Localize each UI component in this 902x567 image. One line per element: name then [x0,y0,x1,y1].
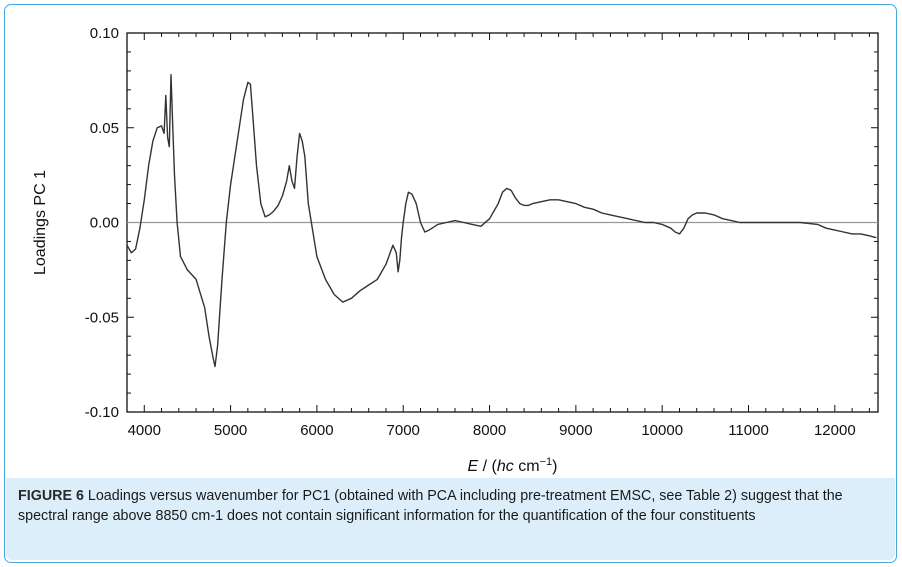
tick-labels: 4000 5000 6000 7000 8000 9000 10000 11000 12000 0… [85,25,856,439]
y-axis-title: Loadings PC 1 [32,170,49,275]
caption-label: FIGURE 6 [18,488,84,504]
x-tick-label: 6000 [300,422,333,439]
x-axis-title-sep: / ( [478,458,497,475]
x-tick-label: 9000 [559,422,592,439]
figure-frame [4,4,897,563]
caption-box [6,478,895,560]
series-line-pc1 [126,74,877,368]
x-tick-label: 12000 [814,422,856,439]
x-axis-title-unit: cm [514,458,540,475]
y-tick-label: 0.10 [90,25,119,42]
loadings-line-chart: 4000 5000 6000 7000 8000 9000 10000 11000 12000 0… [32,25,879,475]
x-tick-label: 4000 [128,422,161,439]
x-tick-label: 10000 [641,422,683,439]
x-axis-title-var: E [468,458,479,475]
x-tick-label: 5000 [214,422,247,439]
figure-caption: FIGURE 6 Loadings versus wavenumber for … [18,487,888,526]
x-axis-title: E / (hc cm−1) [468,456,558,475]
caption-text: Loadings versus wavenumber for PC1 (obta… [18,488,843,524]
y-tick-label: 0.00 [90,215,119,232]
x-tick-label: 8000 [473,422,506,439]
x-axis-title-exp: −1 [540,456,553,468]
x-axis-title-close: ) [552,458,557,475]
y-tick-label: -0.10 [85,404,119,421]
axis-ticks [126,32,878,413]
y-tick-label: 0.05 [90,120,119,137]
x-tick-label: 7000 [387,422,420,439]
x-tick-label: 11000 [728,422,769,439]
y-tick-label: -0.05 [85,309,119,326]
x-axis-title-unit-var: hc [497,458,514,475]
